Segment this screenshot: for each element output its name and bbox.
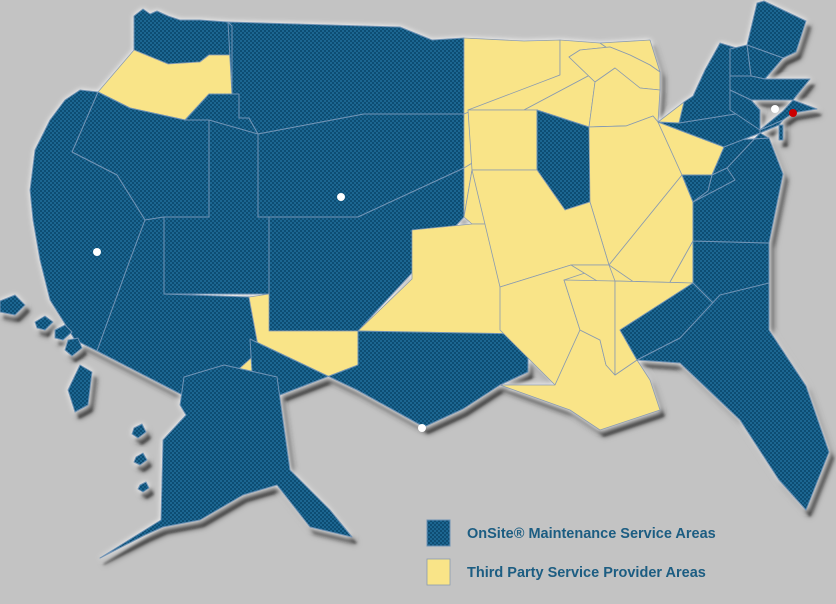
AK_isl1 [132,424,146,438]
VT [730,45,751,76]
IA [468,110,537,170]
DE [779,125,783,140]
HI5 [68,365,92,412]
HI [0,295,25,315]
AK_isl3 [138,482,149,492]
HI4 [65,338,82,356]
svg-text:OnSite® Maintenance Service Ar: OnSite® Maintenance Service Areas [467,526,716,542]
RI [760,100,817,130]
AK_isl2 [134,453,147,465]
svg-text:Third Party Service Provider A: Third Party Service Provider Areas [467,565,706,581]
HI2 [35,316,53,330]
